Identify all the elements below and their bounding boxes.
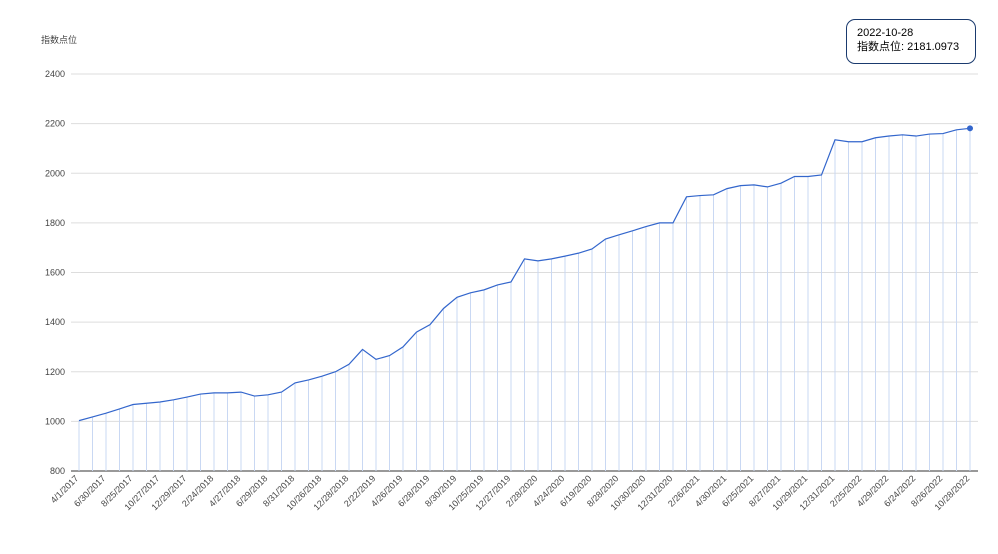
y-tick-label: 800 <box>50 466 65 476</box>
y-tick-label: 1000 <box>45 416 65 426</box>
tooltip-title: 2022-10-28 <box>857 27 914 39</box>
y-tick-label: 1200 <box>45 367 65 377</box>
y-tick-label: 2000 <box>45 168 65 178</box>
y-tick-label: 1800 <box>45 218 65 228</box>
y-tick-label: 1600 <box>45 268 65 278</box>
y-tick-label: 2200 <box>45 119 65 129</box>
y-axis-label: 指数点位 <box>41 34 77 45</box>
y-tick-label: 1400 <box>45 317 65 327</box>
tooltip: 2022-10-28 指数点位: 2181.0973 <box>846 19 976 64</box>
tooltip-text: 指数点位: 2181.0973 <box>857 41 960 53</box>
y-tick-label: 2400 <box>45 69 65 79</box>
highlight-point <box>967 125 973 132</box>
line <box>78 127 971 422</box>
